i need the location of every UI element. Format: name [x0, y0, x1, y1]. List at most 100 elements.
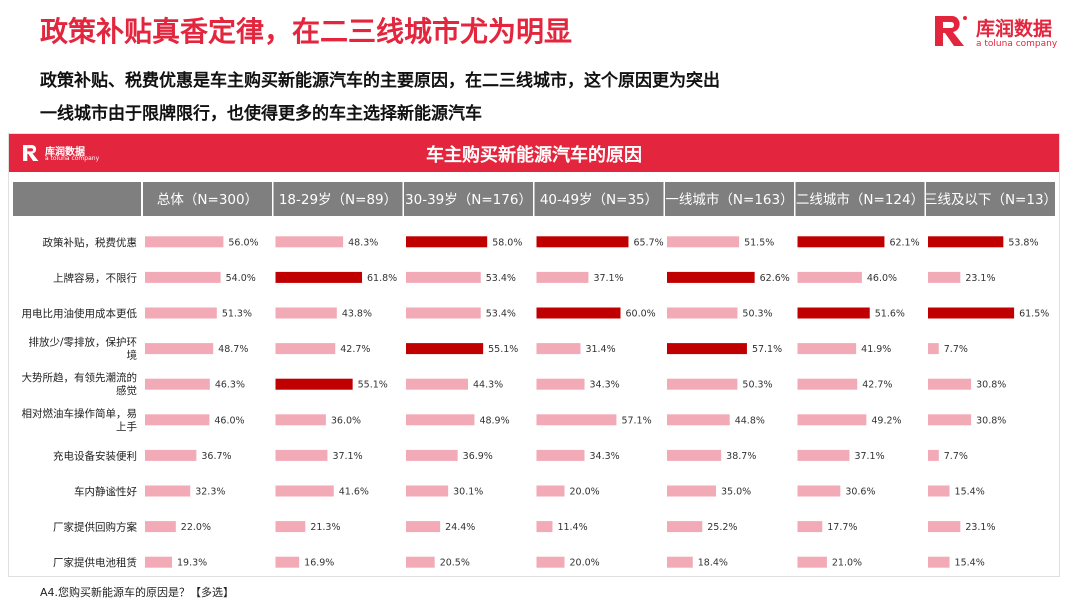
- bar: [406, 343, 484, 355]
- bar: [406, 378, 469, 390]
- panel-brand-name: 库润数据: [45, 147, 85, 158]
- brand-name: 库润数据: [976, 18, 1053, 40]
- data-label: 37.1%: [593, 273, 623, 284]
- panel-brand-tagline: a toluna company: [45, 155, 100, 162]
- bar: [797, 521, 823, 533]
- category-label: 用电比用油使用成本更低: [22, 307, 138, 320]
- bar: [667, 378, 738, 390]
- chart-header-bar: 库润数据 a toluna company 车主购买新能源汽车的原因: [9, 134, 1059, 172]
- bar: [406, 271, 481, 283]
- data-label: 53.4%: [486, 273, 516, 284]
- data-label: 22.0%: [181, 522, 211, 533]
- data-label: 60.0%: [626, 309, 656, 320]
- category-label: 车内静谧性好: [74, 485, 137, 498]
- bar: [667, 414, 730, 426]
- column-header-bg: [665, 182, 794, 216]
- data-label: 55.1%: [488, 344, 518, 355]
- subtitle-line-2: 一线城市由于限牌限行，也使得更多的车主选择新能源汽车: [40, 104, 482, 124]
- bar: [667, 307, 738, 319]
- bar: [406, 521, 441, 533]
- data-label: 36.7%: [201, 451, 231, 462]
- bar: [928, 236, 1004, 248]
- data-label: 49.2%: [871, 415, 901, 426]
- data-label: 42.7%: [340, 344, 370, 355]
- data-label: 32.3%: [195, 487, 225, 498]
- survey-question-footnote: A4.您购买新能源车的原因是？【多选】: [40, 586, 235, 599]
- bar: [275, 236, 344, 248]
- data-label: 51.5%: [744, 237, 774, 248]
- bar: [406, 556, 435, 568]
- data-label: 18.4%: [698, 558, 728, 569]
- bar: [145, 414, 210, 426]
- bar: [797, 485, 841, 497]
- bar: [928, 271, 961, 283]
- bar: [536, 271, 589, 283]
- bar: [275, 378, 353, 390]
- data-label: 41.6%: [339, 487, 369, 498]
- column-header-bg: [404, 182, 533, 216]
- data-label: 11.4%: [557, 522, 587, 533]
- bar: [667, 556, 693, 568]
- data-label: 57.1%: [752, 344, 782, 355]
- column-header-label: 40-49岁（N=35）: [540, 192, 658, 208]
- bar: [145, 485, 191, 497]
- data-label: 31.4%: [585, 344, 615, 355]
- bar: [275, 556, 300, 568]
- data-label: 15.4%: [955, 487, 985, 498]
- chart-panel: 库润数据 a toluna company 车主购买新能源汽车的原因 总体（N=…: [8, 133, 1060, 577]
- data-label: 48.3%: [348, 237, 378, 248]
- bar: [667, 236, 740, 248]
- bar: [145, 271, 221, 283]
- kuerun-logo-icon: [935, 16, 967, 46]
- data-label: 50.3%: [742, 380, 772, 391]
- bar: [406, 414, 475, 426]
- data-label: 30.8%: [976, 380, 1006, 391]
- data-label: 62.1%: [889, 237, 919, 248]
- data-label: 54.0%: [226, 273, 256, 284]
- bar: [145, 307, 217, 319]
- reasons-bar-chart: 总体（N=300） 56.0% 54.0% 51.3% 48.7% 46.3% 46.0% 3…: [13, 182, 1057, 569]
- bar: [536, 521, 553, 533]
- column-header-bg: [795, 182, 925, 216]
- bar: [406, 449, 458, 461]
- bar: [406, 307, 481, 319]
- data-label: 20.5%: [440, 558, 470, 569]
- bar: [667, 271, 755, 283]
- bar: [275, 414, 326, 426]
- bar: [145, 236, 224, 248]
- bar: [145, 556, 173, 568]
- bar: [145, 378, 210, 390]
- data-label: 34.3%: [590, 380, 620, 391]
- data-label: 44.8%: [735, 415, 765, 426]
- bar: [145, 521, 176, 533]
- data-label: 23.1%: [965, 273, 995, 284]
- data-label: 34.3%: [590, 451, 620, 462]
- data-label: 58.0%: [492, 237, 522, 248]
- data-label: 48.7%: [218, 344, 248, 355]
- data-label: 48.9%: [479, 415, 509, 426]
- data-label: 37.1%: [854, 451, 884, 462]
- data-label: 19.3%: [177, 558, 207, 569]
- column-header-label: 30-39岁（N=176）: [405, 192, 532, 208]
- category-label: 政策补贴，税费优惠: [43, 236, 138, 249]
- bar: [536, 236, 629, 248]
- category-label: 相对燃油车操作简单，易上手: [22, 407, 138, 433]
- bar: [406, 236, 488, 248]
- data-label: 7.7%: [944, 344, 968, 355]
- bar: [667, 521, 703, 533]
- data-label: 7.7%: [944, 451, 968, 462]
- data-label: 24.4%: [445, 522, 475, 533]
- data-label: 50.3%: [742, 309, 772, 320]
- column-header-label: 三线及以下（N=13）: [924, 192, 1057, 208]
- data-label: 30.8%: [976, 415, 1006, 426]
- category-label: 厂家提供回购方案: [53, 521, 137, 534]
- data-label: 25.2%: [707, 522, 737, 533]
- brand-logo: 库润数据 a toluna company: [932, 12, 1072, 56]
- column-header-bg: [143, 182, 272, 216]
- category-label: 上牌容易，不限行: [53, 271, 137, 284]
- column-header-label: 一线城市（N=163）: [665, 191, 793, 208]
- data-label: 42.7%: [862, 380, 892, 391]
- bar: [928, 521, 961, 533]
- column-header-label: 18-29岁（N=89）: [279, 192, 397, 208]
- bar: [928, 449, 939, 461]
